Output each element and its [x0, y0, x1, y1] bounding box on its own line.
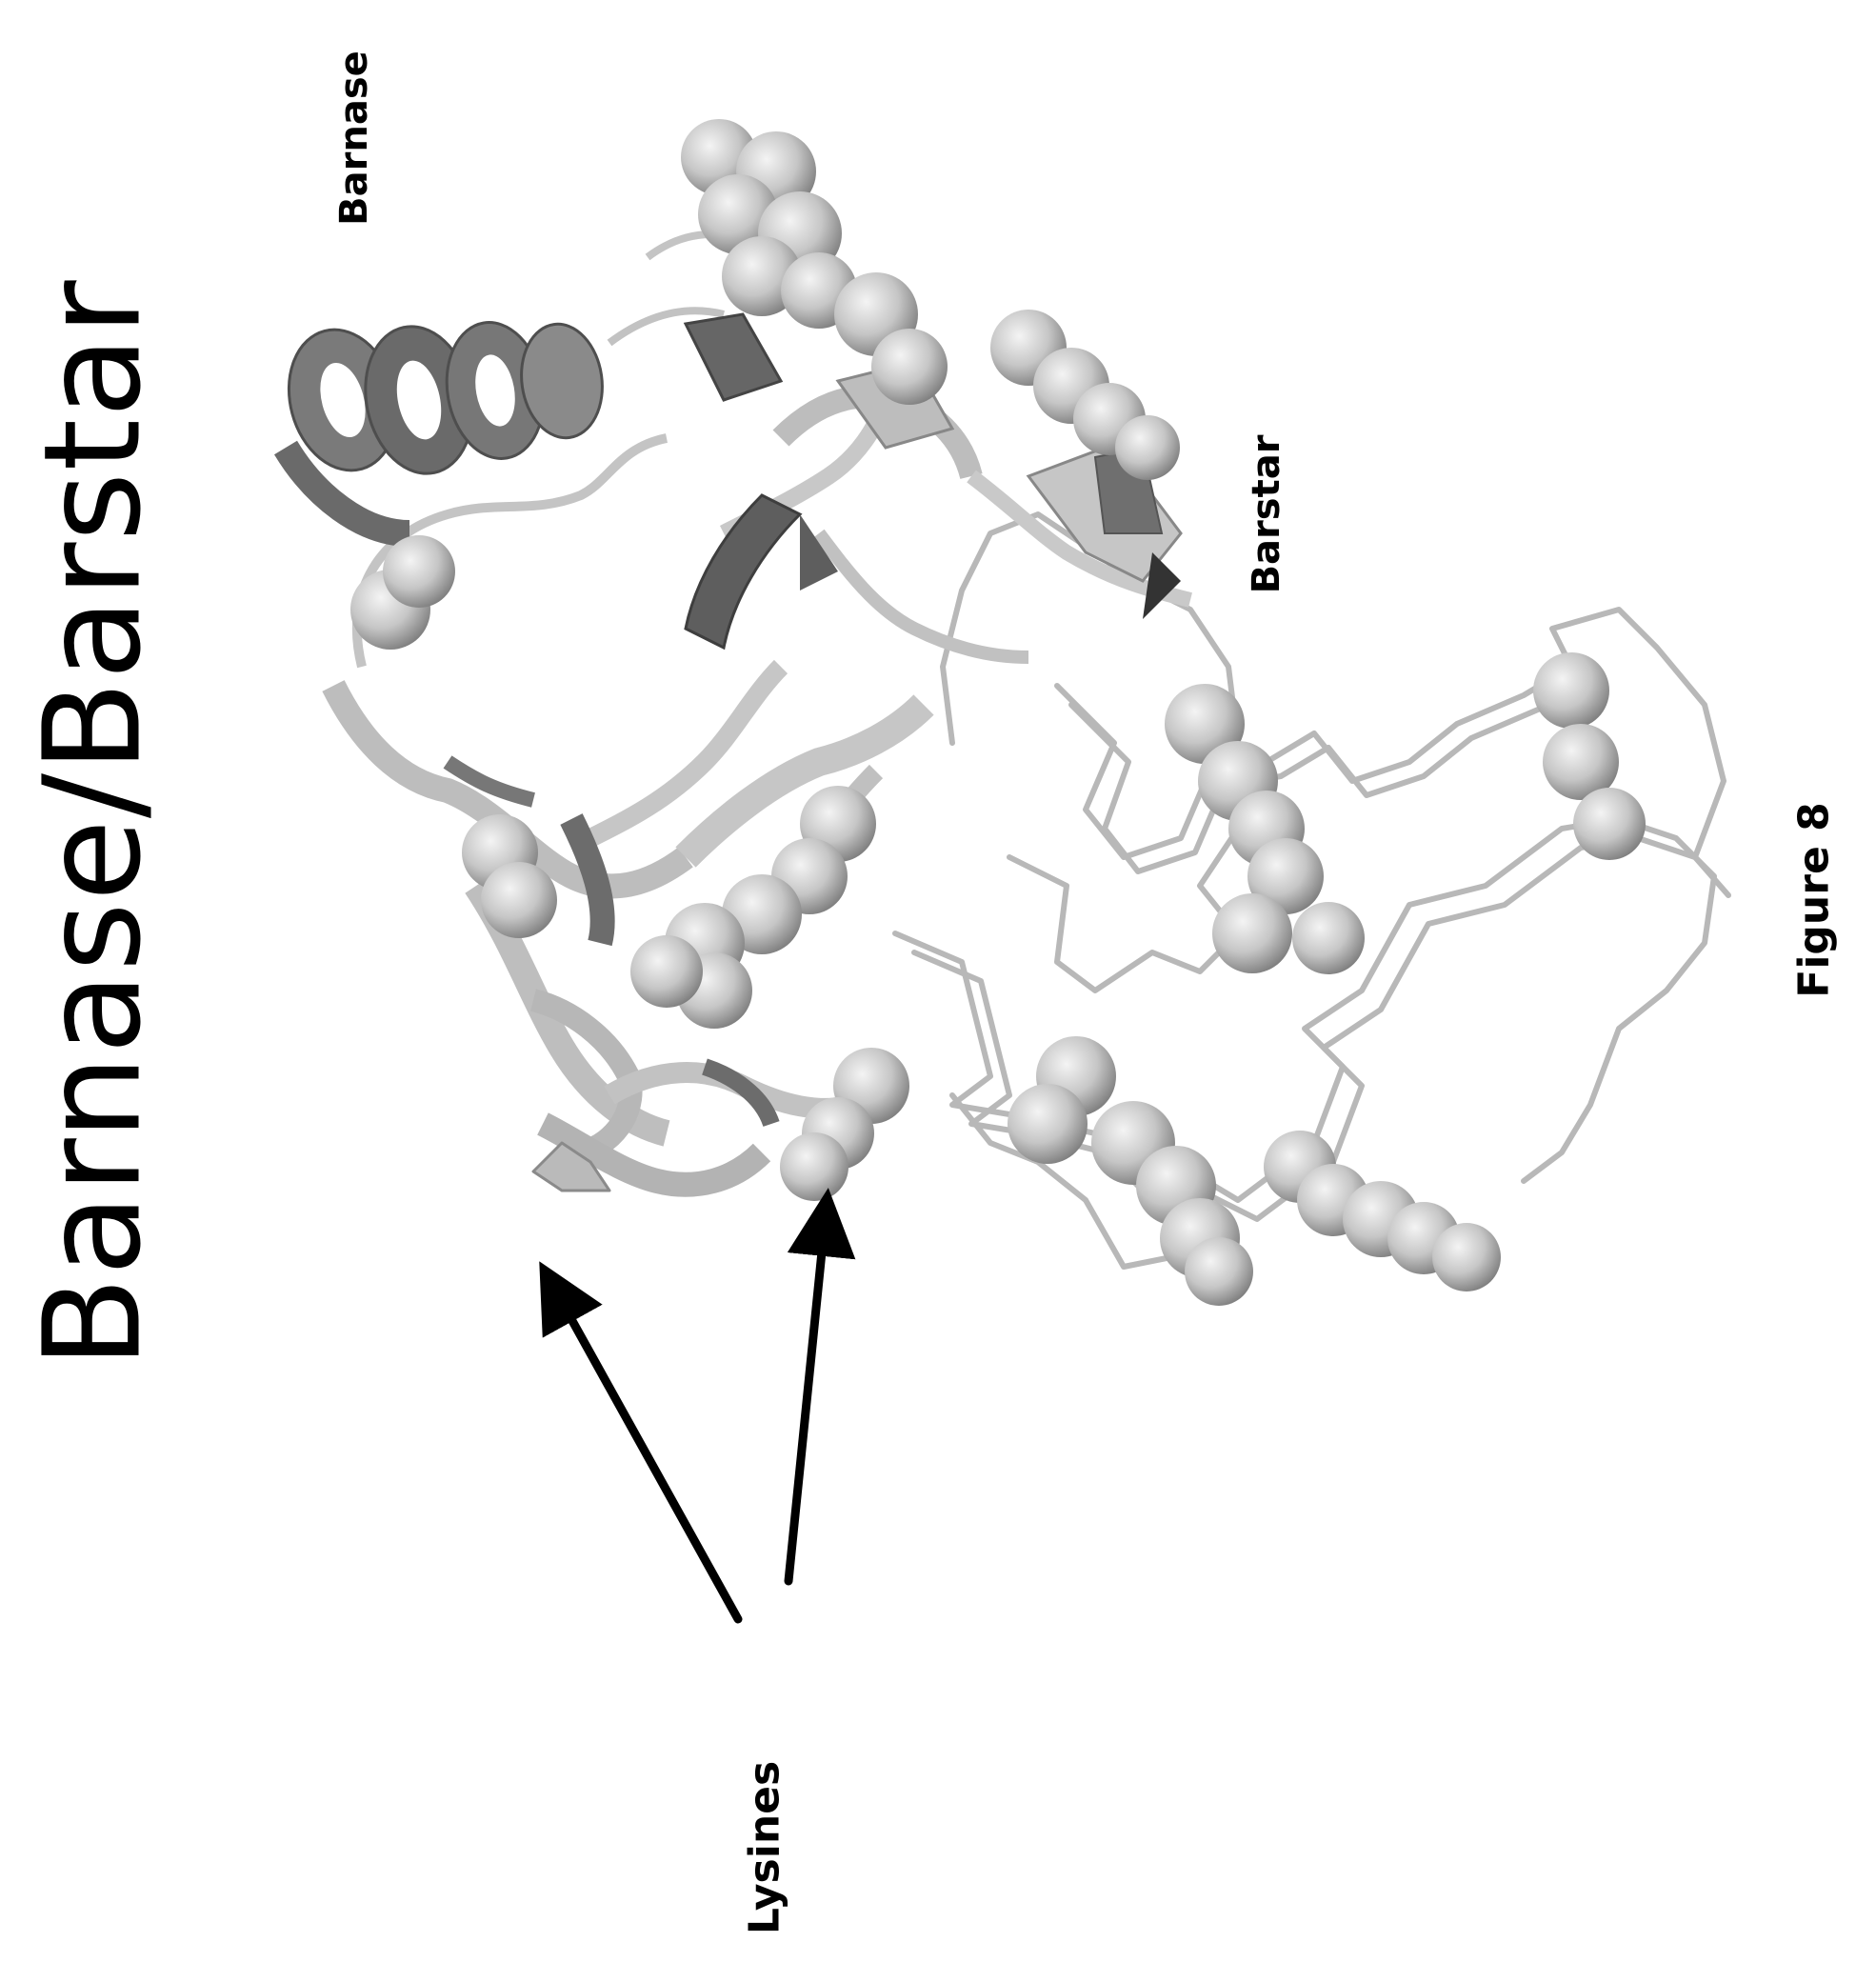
lysine-arrows — [548, 1205, 827, 1619]
figure-title: Barnase/Barstar — [16, 279, 171, 1368]
label-lysines: Lysines — [741, 1761, 789, 1934]
lysine-spheres-barnase-bottom — [780, 1048, 909, 1201]
label-barstar: Barstar — [1245, 435, 1288, 594]
lysine-spheres-barstar-bottom — [1008, 1036, 1501, 1306]
arrow-lysine-left — [548, 1276, 738, 1619]
label-barnase: Barnase — [332, 50, 376, 226]
arrow-lysine-right — [788, 1205, 827, 1581]
lysine-spheres-barstar-right — [1165, 652, 1646, 974]
figure-caption: Figure 8 — [1790, 802, 1839, 997]
lysine-spheres-barnase-left — [350, 535, 455, 650]
